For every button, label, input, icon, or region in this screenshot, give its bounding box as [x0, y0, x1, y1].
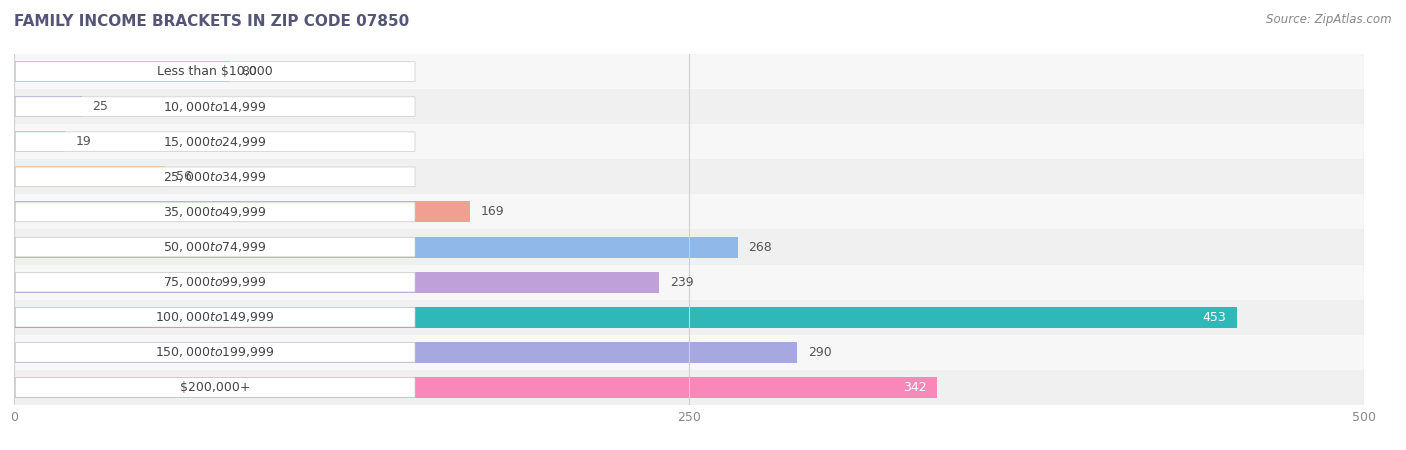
Text: Source: ZipAtlas.com: Source: ZipAtlas.com	[1267, 14, 1392, 27]
Text: FAMILY INCOME BRACKETS IN ZIP CODE 07850: FAMILY INCOME BRACKETS IN ZIP CODE 07850	[14, 14, 409, 28]
Bar	[14, 131, 65, 152]
Bar	[14, 194, 1364, 230]
Bar	[14, 272, 659, 292]
Text: Less than $10,000: Less than $10,000	[157, 65, 273, 78]
Text: 169: 169	[481, 206, 505, 218]
Text: $50,000 to $74,999: $50,000 to $74,999	[163, 240, 267, 254]
Bar	[14, 61, 231, 82]
Text: $25,000 to $34,999: $25,000 to $34,999	[163, 170, 267, 184]
Bar	[14, 307, 1237, 328]
FancyBboxPatch shape	[15, 62, 415, 81]
Text: 56: 56	[176, 171, 191, 183]
Text: $100,000 to $149,999: $100,000 to $149,999	[156, 310, 276, 324]
Text: $10,000 to $14,999: $10,000 to $14,999	[163, 99, 267, 114]
Text: $35,000 to $49,999: $35,000 to $49,999	[163, 205, 267, 219]
FancyBboxPatch shape	[15, 307, 415, 327]
FancyBboxPatch shape	[15, 237, 415, 257]
Bar	[14, 166, 166, 187]
Text: 342: 342	[903, 381, 927, 394]
Bar	[14, 124, 1364, 159]
Text: 290: 290	[807, 346, 831, 359]
Bar	[14, 89, 1364, 124]
Bar	[14, 342, 797, 363]
Bar	[14, 370, 1364, 405]
Bar	[14, 335, 1364, 370]
Text: $15,000 to $24,999: $15,000 to $24,999	[163, 135, 267, 149]
FancyBboxPatch shape	[15, 202, 415, 222]
FancyBboxPatch shape	[15, 342, 415, 362]
Text: 268: 268	[748, 241, 772, 253]
Bar	[14, 159, 1364, 194]
FancyBboxPatch shape	[15, 272, 415, 292]
Bar	[14, 230, 1364, 265]
Bar	[14, 202, 470, 222]
FancyBboxPatch shape	[15, 167, 415, 187]
Bar	[14, 237, 738, 257]
Bar	[14, 300, 1364, 335]
Text: 80: 80	[240, 65, 257, 78]
Text: 19: 19	[76, 135, 91, 148]
Bar	[14, 96, 82, 117]
Bar	[14, 265, 1364, 300]
Text: 25: 25	[93, 100, 108, 113]
FancyBboxPatch shape	[15, 97, 415, 117]
FancyBboxPatch shape	[15, 132, 415, 152]
FancyBboxPatch shape	[15, 378, 415, 397]
Text: $200,000+: $200,000+	[180, 381, 250, 394]
Bar	[14, 54, 1364, 89]
Bar	[14, 377, 938, 398]
Text: $75,000 to $99,999: $75,000 to $99,999	[163, 275, 267, 289]
Text: 239: 239	[671, 276, 693, 288]
Text: 453: 453	[1202, 311, 1226, 324]
Text: $150,000 to $199,999: $150,000 to $199,999	[156, 345, 276, 360]
